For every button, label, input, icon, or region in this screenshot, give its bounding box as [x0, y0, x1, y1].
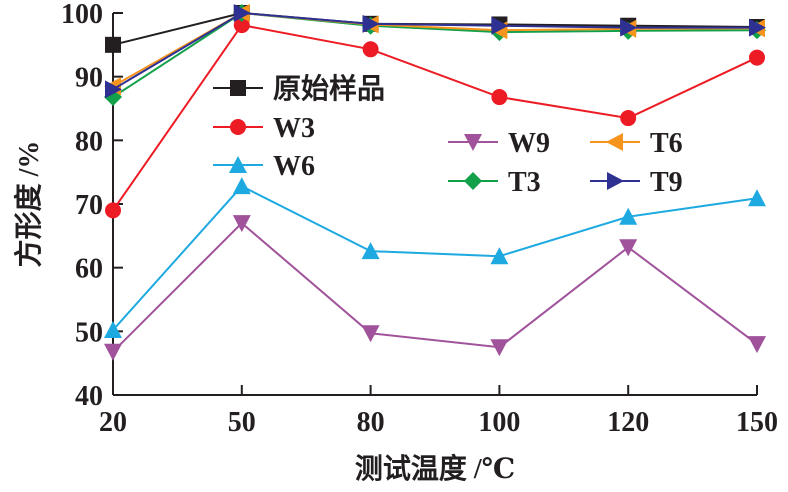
data-point	[619, 239, 638, 257]
x-tick-label: 150	[736, 407, 778, 438]
data-point	[749, 18, 766, 37]
legend-marker	[230, 80, 246, 96]
legend-item: T3	[448, 167, 541, 198]
series-W3	[105, 17, 765, 219]
legend-item: W3	[213, 113, 315, 144]
legend-marker	[464, 134, 482, 151]
data-point	[362, 14, 380, 33]
data-point	[105, 36, 121, 53]
data-point	[362, 41, 379, 58]
data-point	[104, 343, 122, 361]
y-tick-label: 60	[75, 254, 103, 285]
data-point	[491, 89, 508, 106]
data-point	[232, 215, 251, 233]
legend-marker	[229, 156, 247, 173]
series-line	[112, 11, 758, 98]
data-point	[619, 207, 638, 225]
data-point	[105, 202, 121, 219]
legend-label: W6	[273, 151, 315, 182]
data-point	[749, 49, 765, 66]
x-tick-label: 50	[228, 407, 256, 438]
legend-marker	[230, 119, 246, 135]
data-point	[620, 18, 638, 37]
legend-marker	[464, 172, 482, 190]
legend-label: T3	[508, 167, 541, 198]
series-T3	[104, 4, 766, 107]
legend-item: W9	[448, 128, 550, 159]
series-W6	[104, 177, 766, 339]
legend-item: 原始样品	[213, 72, 385, 105]
data-point	[491, 16, 509, 35]
series-line	[112, 221, 758, 353]
legend-marker	[606, 133, 623, 151]
series-line	[112, 23, 758, 211]
legend-item: T9	[590, 167, 683, 198]
x-tick-label: 120	[607, 407, 649, 438]
data-point	[232, 177, 251, 195]
legend-marker	[607, 172, 624, 190]
data-point	[490, 247, 509, 265]
x-axis-label: 测试温度 /℃	[355, 453, 515, 485]
y-axis-label: 方形度 /%	[12, 141, 45, 268]
data-point	[361, 325, 380, 343]
data-point	[748, 336, 766, 354]
x-tick-label: 80	[357, 407, 385, 438]
y-tick-label: 40	[75, 381, 103, 412]
legend-label: 原始样品	[273, 72, 385, 105]
data-point	[490, 339, 509, 357]
series-line	[112, 184, 758, 331]
y-tick-label: 90	[75, 63, 103, 94]
y-tick-label: 70	[75, 190, 103, 221]
series-line	[112, 11, 757, 91]
legend-label: W9	[508, 128, 550, 159]
data-point	[620, 110, 637, 127]
y-tick-label: 50	[75, 317, 103, 348]
legend-item: T6	[590, 128, 683, 159]
series-W9	[104, 215, 766, 361]
data-point	[105, 80, 122, 99]
data-point	[361, 242, 380, 260]
data-point	[104, 321, 122, 339]
y-tick-label: 80	[75, 126, 103, 157]
x-tick-label: 100	[478, 407, 520, 438]
y-tick-label: 100	[61, 0, 103, 30]
legend-label: T6	[650, 128, 683, 159]
legend-item: W6	[213, 151, 315, 182]
legend-label: W3	[273, 113, 315, 144]
data-point	[233, 4, 251, 22]
series-T9	[105, 4, 766, 99]
x-tick-label: 20	[99, 407, 127, 438]
data-point	[233, 17, 250, 34]
legend-label: T9	[650, 167, 683, 198]
data-point	[748, 189, 766, 207]
